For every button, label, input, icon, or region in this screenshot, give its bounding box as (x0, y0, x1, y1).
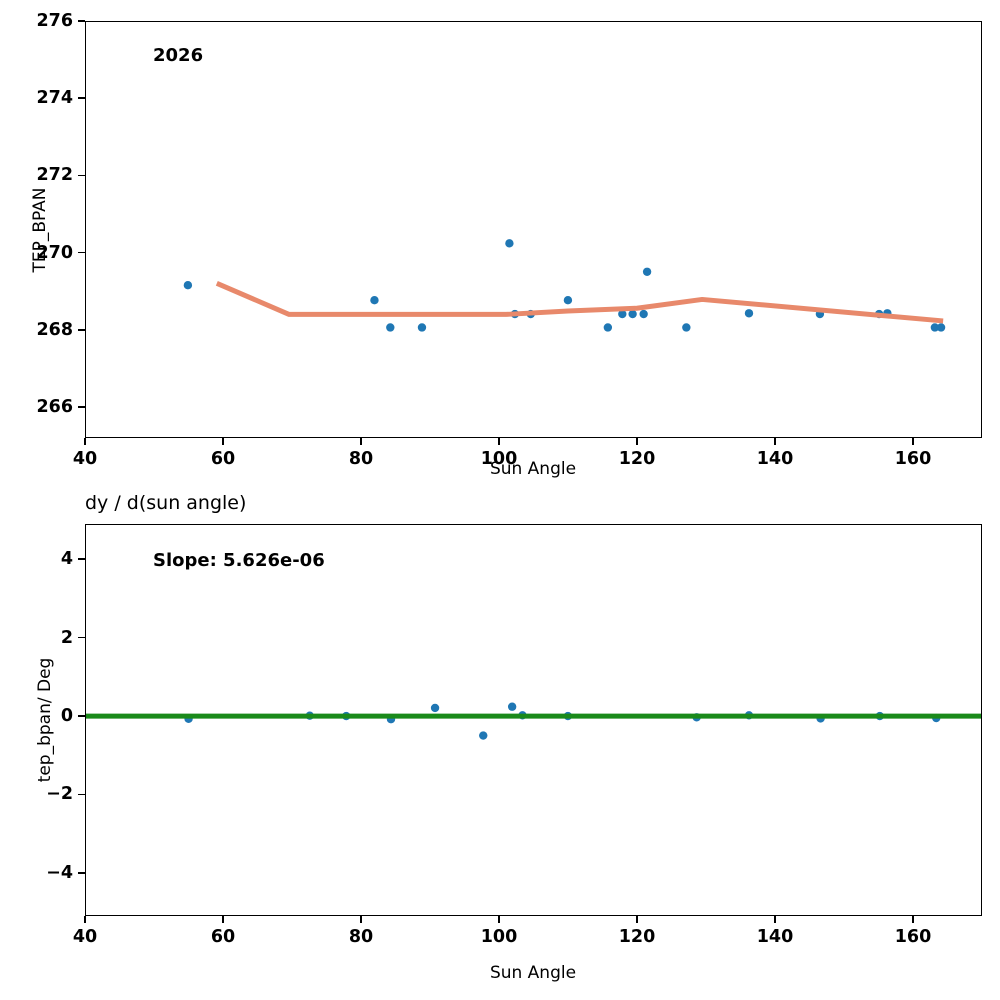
scatter-point (603, 323, 613, 332)
scatter-point (507, 702, 517, 711)
y-tick-label: 2 (60, 627, 73, 648)
y-tick-mark (78, 97, 85, 100)
y-tick-mark (78, 329, 85, 331)
x-tick-mark (360, 916, 362, 923)
x-tick-label: 80 (348, 927, 374, 947)
x-tick-label: 100 (480, 449, 518, 469)
bottom-plot-drawing (86, 702, 981, 740)
x-tick-label: 160 (894, 927, 932, 947)
bottom-plot-axes (85, 524, 982, 916)
scatter-point (370, 296, 379, 305)
x-tick-label: 80 (348, 449, 374, 469)
y-tick-mark (78, 793, 85, 796)
scatter-point (386, 323, 395, 332)
scatter-point (642, 267, 652, 276)
y-tick-label: 268 (36, 319, 73, 340)
scatter-point (936, 323, 946, 332)
y-tick-mark (78, 20, 85, 22)
bottom-plot-title: dy / d(sun angle) (85, 492, 247, 514)
y-tick-label: 0 (60, 706, 73, 727)
x-tick-mark (912, 916, 914, 923)
top-plot-axes (85, 21, 982, 438)
y-tick-mark (78, 715, 85, 717)
top-x-axis-label: Sun Angle (489, 459, 577, 479)
x-tick-label: 100 (480, 927, 518, 947)
scatter-point (930, 323, 940, 332)
y-tick-label: −2 (46, 784, 73, 805)
scatter-point (618, 309, 627, 319)
y-tick-label: 4 (60, 549, 73, 570)
y-tick-mark (78, 636, 85, 639)
x-tick-label: 40 (72, 449, 98, 469)
y-tick-label: 274 (36, 88, 73, 109)
scatter-point (430, 703, 440, 713)
bottom-plot-annotation-slope: Slope: 5.626e-06 (153, 550, 325, 571)
x-tick-label: 60 (210, 449, 236, 469)
x-tick-label: 40 (72, 927, 98, 947)
x-tick-mark (636, 916, 638, 923)
x-tick-mark (84, 438, 86, 445)
x-tick-label: 140 (756, 449, 794, 469)
x-tick-mark (636, 438, 638, 445)
y-tick-label: 272 (36, 165, 73, 186)
scatter-point (682, 323, 691, 332)
scatter-point (417, 323, 427, 332)
trend-line (215, 281, 944, 324)
x-tick-label: 60 (210, 927, 236, 947)
scatter-point (744, 309, 754, 318)
x-tick-mark (222, 916, 224, 923)
y-tick-label: 270 (36, 242, 73, 263)
y-tick-label: −4 (46, 862, 73, 883)
scatter-point (183, 281, 193, 290)
y-tick-label: 276 (36, 11, 73, 31)
top-plot-drawing (183, 239, 946, 332)
x-tick-mark (774, 438, 776, 445)
top-plot-annotation-year: 2026 (153, 45, 204, 66)
x-tick-mark (498, 916, 500, 923)
y-tick-mark (78, 558, 85, 561)
x-tick-mark (774, 916, 776, 923)
x-tick-label: 120 (618, 449, 656, 469)
scatter-point (639, 309, 648, 319)
x-tick-mark (84, 916, 86, 923)
x-tick-mark (498, 438, 500, 445)
scatter-point (563, 296, 573, 305)
scatter-point (505, 239, 514, 248)
scatter-point (479, 731, 488, 740)
x-tick-mark (222, 438, 224, 445)
x-tick-mark (360, 438, 362, 445)
bottom-x-axis-label: Sun Angle (489, 963, 577, 983)
x-tick-mark (912, 438, 914, 445)
x-tick-label: 140 (756, 927, 794, 947)
y-tick-mark (78, 251, 85, 254)
x-tick-label: 120 (618, 927, 656, 947)
scatter-point (628, 309, 637, 319)
y-tick-mark (78, 872, 85, 874)
y-tick-label: 266 (36, 397, 73, 418)
y-tick-mark (78, 406, 85, 408)
x-tick-label: 160 (894, 449, 932, 469)
y-tick-mark (78, 174, 85, 177)
